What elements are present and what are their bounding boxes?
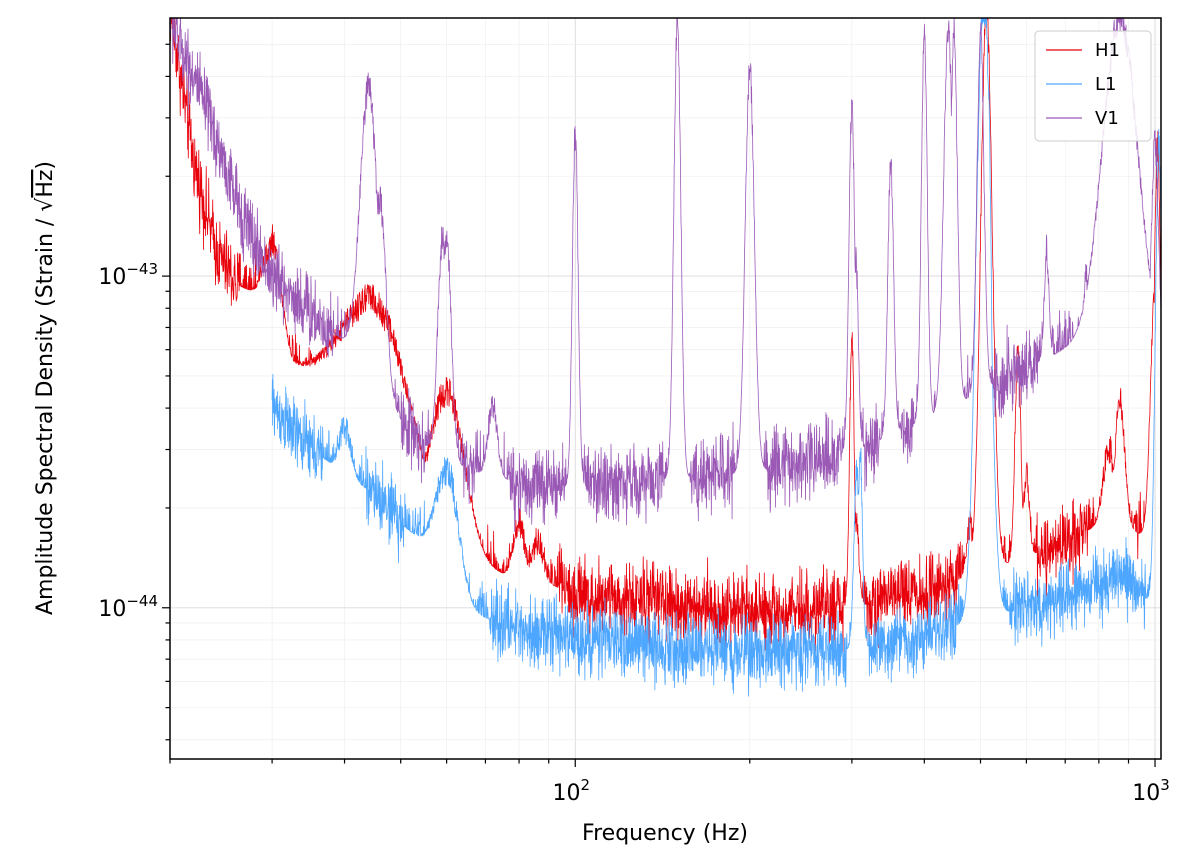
legend-label-v1: V1 — [1095, 108, 1119, 129]
series-line-l1 — [271, 18, 1161, 697]
ticks: 102 103 10−44 10−43 — [98, 43, 1170, 806]
y-axis-title: Amplitude Spectral Density (Strain / √Hz… — [33, 161, 58, 615]
legend-label-h1: H1 — [1095, 40, 1120, 61]
y-tick-label: 10−44 — [98, 592, 158, 622]
series-line-v1 — [170, 18, 1161, 532]
x-tick-label: 102 — [552, 776, 590, 806]
legend-box — [1034, 30, 1152, 142]
svg-text:Amplitude Spectral Density (St: Amplitude Spectral Density (Strain / √Hz… — [33, 161, 58, 615]
y-tick-label: 10−43 — [98, 260, 158, 290]
x-tick-label: 103 — [1132, 776, 1170, 806]
series-group — [170, 18, 1161, 697]
y-axis-unit: Hz — [33, 170, 58, 198]
plot-frame — [169, 17, 1162, 760]
y-axis-title-close: ) — [33, 161, 58, 170]
sqrt-symbol: √ — [33, 197, 58, 212]
x-axis-title: Frequency (Hz) — [582, 821, 748, 846]
y-axis-title-text: Amplitude Spectral Density (Strain / — [33, 212, 58, 615]
legend: H1 L1 V1 — [1034, 30, 1152, 142]
legend-label-l1: L1 — [1095, 74, 1116, 95]
